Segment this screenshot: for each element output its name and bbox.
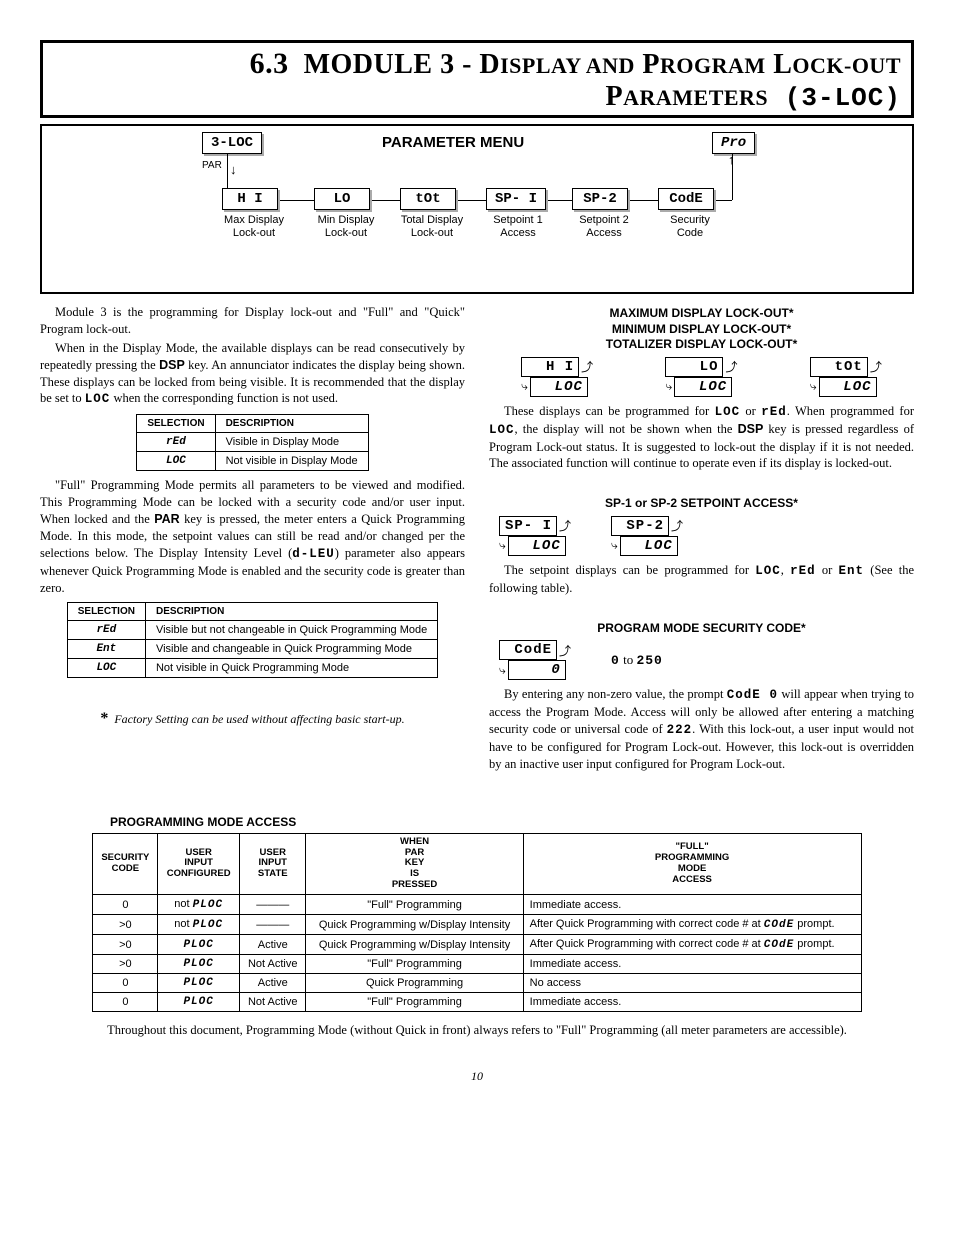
diagram-node-label: Setpoint 1Access: [478, 214, 558, 240]
page-number: 10: [40, 1069, 914, 1084]
diagram-start-box: 3-LOC: [202, 132, 262, 154]
programming-access-table: SECURITYCODEUSERINPUTCONFIGUREDUSERINPUT…: [92, 833, 861, 1013]
diagram-node-label: Min DisplayLock-out: [306, 214, 386, 240]
diagram-node-label: Setpoint 2Access: [564, 214, 644, 240]
security-code-display: CodE⤴⤷0: [499, 640, 571, 680]
display-widget: H I⤴⤷LOC: [521, 357, 593, 397]
setpoint-access-p: The setpoint displays can be programmed …: [489, 562, 914, 597]
diagram-node: tOt: [400, 188, 456, 210]
section-subtitle: PARAMETERS (3-LOC): [53, 81, 901, 113]
programming-access-title: PROGRAMMING MODE ACCESS: [110, 815, 914, 829]
display-widget: LO⤴⤷LOC: [665, 357, 737, 397]
display-widget: SP- I⤴⤷LOC: [499, 516, 571, 556]
quick-programming-table: SELECTIONDESCRIPTIONrEdVisible but not c…: [67, 602, 439, 678]
right-column: MAXIMUM DISPLAY LOCK-OUT*MINIMUM DISPLAY…: [489, 304, 914, 775]
diagram-node-label: Max DisplayLock-out: [214, 214, 294, 240]
diagram-node: SP- I: [486, 188, 546, 210]
factory-setting-footnote: * Factory Setting can be used without af…: [40, 708, 465, 730]
programming-access-note: Throughout this document, Programming Mo…: [40, 1022, 914, 1039]
setpoint-access-group: SP- I⤴⤷LOC SP-2⤴⤷LOC: [489, 516, 914, 556]
diagram-node-label: Total DisplayLock-out: [392, 214, 472, 240]
display-lockout-p: These displays can be programmed for LOC…: [489, 403, 914, 473]
section-title-box: 6.3 MODULE 3 - DISPLAY AND PROGRAM LOCK-…: [40, 40, 914, 118]
section-title: 6.3 MODULE 3 - DISPLAY AND PROGRAM LOCK-…: [53, 47, 901, 81]
parameter-menu-diagram: PARAMETER MENU 3-LOC PAR Pro ↓ ↑ H IMax …: [40, 124, 914, 294]
diagram-node: SP-2: [572, 188, 628, 210]
intro-p3: "Full" Programming Mode permits all para…: [40, 477, 465, 596]
diagram-header: PARAMETER MENU: [382, 134, 524, 151]
programming-access-section: PROGRAMMING MODE ACCESS SECURITYCODEUSER…: [40, 815, 914, 1039]
display-widget: SP-2⤴⤷LOC: [611, 516, 683, 556]
diagram-node: CodE: [658, 188, 714, 210]
left-column: Module 3 is the programming for Display …: [40, 304, 465, 732]
diagram-end-box: Pro: [712, 132, 755, 154]
diagram-node: LO: [314, 188, 370, 210]
display-lockout-group: H I⤴⤷LOC LO⤴⤷LOC tOt⤴⤷LOC: [489, 357, 914, 397]
setpoint-access-heading: SP-1 or SP-2 SETPOINT ACCESS*: [489, 496, 914, 512]
security-code-p: By entering any non-zero value, the prom…: [489, 686, 914, 772]
display-widget: CodE⤴⤷0: [499, 640, 571, 680]
diagram-node-label: SecurityCode: [650, 214, 730, 240]
display-widget: tOt⤴⤷LOC: [810, 357, 882, 397]
display-mode-table: SELECTIONDESCRIPTIONrEdVisible in Displa…: [136, 414, 368, 471]
diagram-par-label: PAR: [202, 160, 222, 172]
security-code-heading: PROGRAM MODE SECURITY CODE*: [489, 621, 914, 637]
intro-p1: Module 3 is the programming for Display …: [40, 304, 465, 338]
section-number: 6.3: [250, 47, 289, 80]
security-code-range: 0 to 250: [611, 652, 663, 668]
display-lockout-heading: MAXIMUM DISPLAY LOCK-OUT*MINIMUM DISPLAY…: [489, 306, 914, 353]
intro-p2: When in the Display Mode, the available …: [40, 340, 465, 409]
diagram-node: H I: [222, 188, 278, 210]
